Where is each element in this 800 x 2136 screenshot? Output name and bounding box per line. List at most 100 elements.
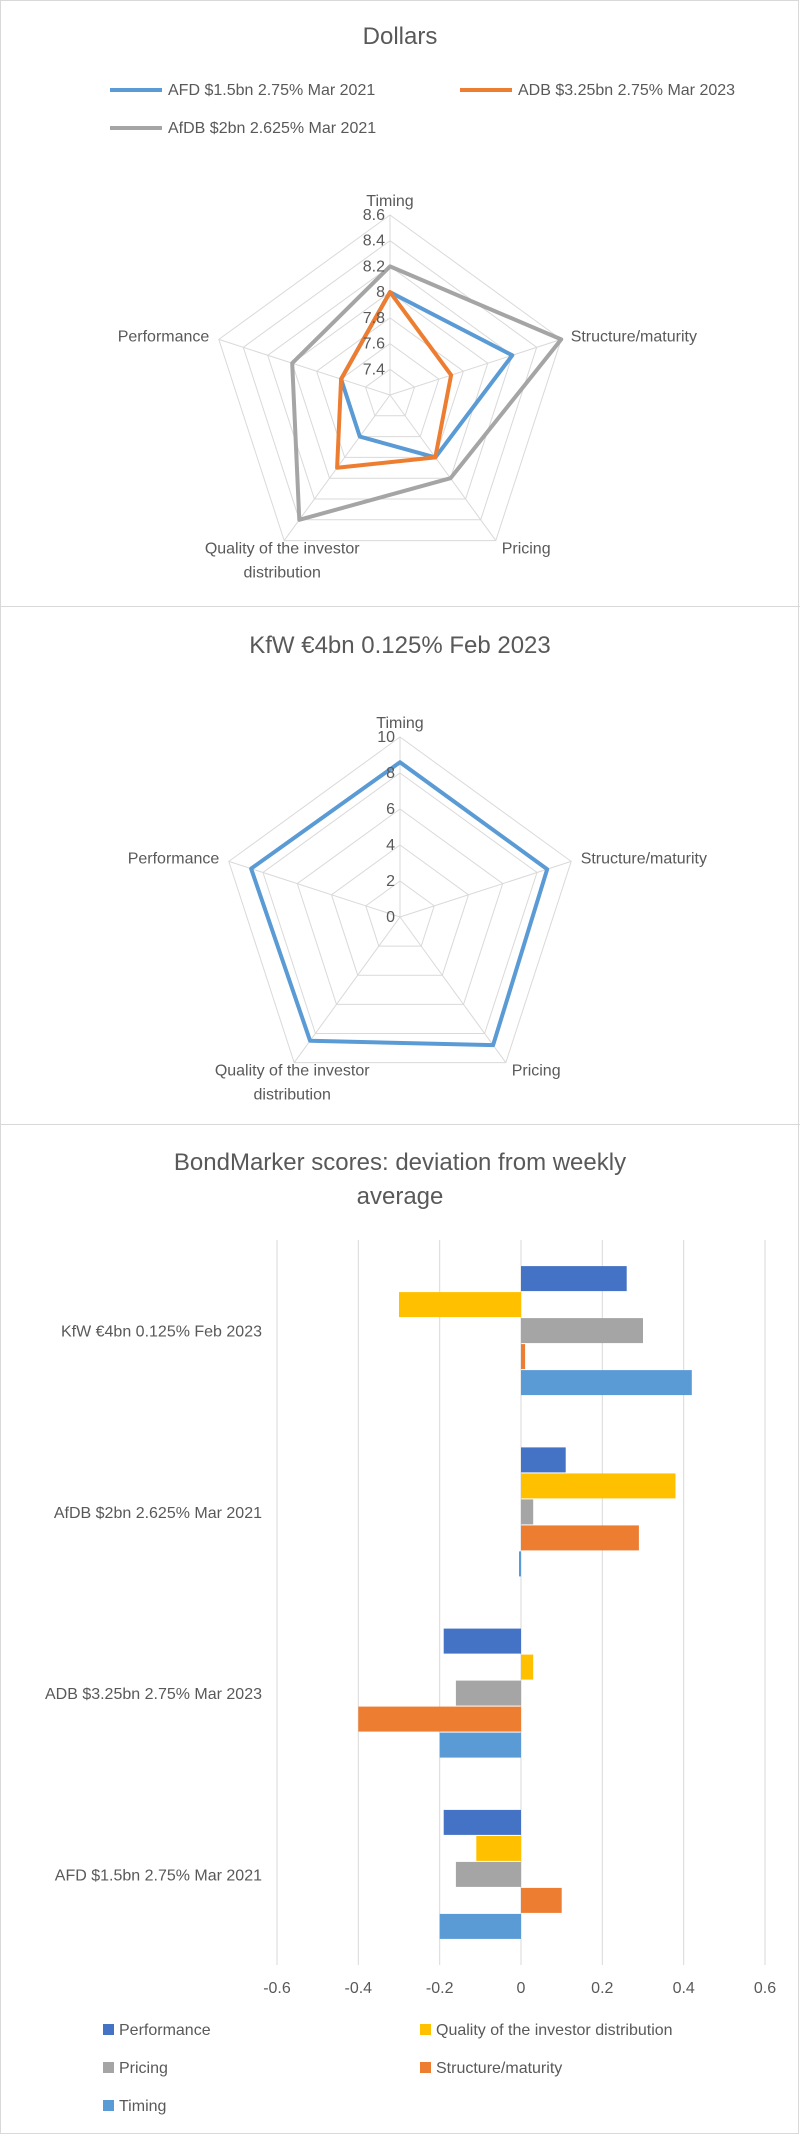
grid-ring-2: [330, 844, 470, 976]
axis-label-line: Structure/maturity: [581, 850, 707, 867]
legend-item-0: AFD $1.5bn 2.75% Mar 2021: [110, 82, 375, 99]
legend-swatch: [420, 2024, 431, 2035]
legend-label: Timing: [119, 2098, 166, 2115]
axis-label-0: Timing: [376, 715, 423, 732]
legend-label: Pricing: [119, 2060, 168, 2077]
axis-label-line: distribution: [244, 565, 321, 582]
tick-label-4: 8: [386, 765, 395, 782]
axis-label-line: Timing: [376, 715, 423, 732]
kfw-radar-panel: KfW €4bn 0.125% Feb 2023 0 2 4 6 8 10 Timing St…: [0, 606, 800, 1124]
axis-label-line: distribution: [254, 1087, 331, 1104]
bar-1-4: [519, 1551, 521, 1577]
bar-0-3: [521, 1344, 526, 1370]
legend-swatch: [103, 2062, 114, 2073]
tick-label-0: -0.6: [263, 1980, 291, 1997]
tick-label-3: 0: [517, 1980, 526, 1997]
grid-ring-5: [228, 736, 572, 1064]
grid-ring-4: [267, 265, 513, 500]
legend-label: Quality of the investor distribution: [436, 2022, 673, 2039]
bar-1-0: [521, 1447, 566, 1473]
bar-2-3: [358, 1706, 521, 1732]
legend-label: AFD $1.5bn 2.75% Mar 2021: [168, 82, 375, 99]
spoke-3: [293, 916, 401, 1063]
tick-label-2: 4: [386, 837, 395, 854]
grid-ring-0: [364, 368, 416, 417]
axis-label-line: Structure/maturity: [571, 328, 697, 345]
tick-label-4: 0.2: [591, 1980, 613, 1997]
axis-label-line: Pricing: [512, 1063, 561, 1080]
bar-1-2: [521, 1499, 534, 1525]
legend-item-4: Timing: [103, 2098, 166, 2115]
tick-label-5: 8.4: [363, 233, 385, 250]
grid-ring-6: [218, 214, 562, 542]
tick-label-2: 7.8: [363, 310, 385, 327]
bar-2-0: [443, 1628, 521, 1654]
axis-label-line: Pricing: [502, 541, 551, 558]
tick-label-6: 8.6: [363, 207, 385, 224]
legend-label: Performance: [119, 2022, 211, 2039]
spoke-1: [389, 338, 562, 396]
axis-label-1: Structure/maturity: [581, 850, 707, 867]
series-line-1: [335, 290, 454, 470]
legend-swatch: [420, 2062, 431, 2073]
category-label-2: ADB $3.25bn 2.75% Mar 2023: [45, 1686, 262, 1703]
legend-item-3: Structure/maturity: [420, 2060, 562, 2077]
bar-0-0: [521, 1266, 627, 1292]
axis-label-3: Quality of the investor distribution: [205, 541, 360, 582]
tick-label-5: 10: [377, 729, 395, 746]
bar-3-4: [439, 1913, 521, 1939]
bar-0-2: [521, 1318, 643, 1344]
axis-label-line: Performance: [118, 328, 210, 345]
grid-ring-2: [316, 317, 464, 458]
axis-label-2: Pricing: [512, 1063, 561, 1080]
tick-label-0: 0: [386, 909, 395, 926]
bar-1-3: [521, 1525, 639, 1551]
chart-title-line-1: BondMarker scores: deviation from weekly: [174, 1149, 626, 1176]
deviation-bar-chart: BondMarker scores: deviation from weekly…: [45, 1149, 776, 2115]
tick-label-4: 8.2: [363, 258, 385, 275]
axis-label-4: Performance: [128, 850, 220, 867]
tick-label-5: 0.4: [673, 1980, 695, 1997]
category-label-1: AfDB $2bn 2.625% Mar 2021: [54, 1505, 262, 1522]
legend-item-1: ADB $3.25bn 2.75% Mar 2023: [460, 82, 735, 99]
series-line-2: [290, 264, 564, 522]
chart-title: Dollars: [363, 23, 438, 50]
legend-item-2: AfDB $2bn 2.625% Mar 2021: [110, 120, 376, 137]
axis-label-line: Quality of the investor: [205, 541, 360, 558]
grid-ring-3: [291, 291, 489, 479]
axis-label-line: Timing: [366, 193, 413, 210]
tick-label-1: 7.6: [363, 336, 385, 353]
grid-ring-1: [365, 880, 435, 947]
legend-swatch: [103, 2024, 114, 2035]
chart-title-line-2: average: [357, 1183, 444, 1210]
spoke-2: [399, 916, 507, 1063]
chart-title: KfW €4bn 0.125% Feb 2023: [249, 632, 551, 659]
legend-item-0: Performance: [103, 2022, 211, 2039]
legend-item-2: Pricing: [103, 2060, 168, 2077]
grid-ring-4: [262, 772, 538, 1034]
spoke-4: [228, 860, 401, 918]
tick-label-1: -0.4: [345, 1980, 373, 1997]
axis-label-line: Quality of the investor: [215, 1063, 370, 1080]
bar-1-1: [521, 1473, 676, 1499]
axis-label-line: Performance: [128, 850, 220, 867]
category-label-3: AFD $1.5bn 2.75% Mar 2021: [55, 1867, 262, 1884]
tick-label-6: 0.6: [754, 1980, 776, 1997]
axis-label-3: Quality of the investor distribution: [215, 1063, 370, 1104]
spoke-4: [218, 338, 391, 396]
bar-3-0: [443, 1809, 521, 1835]
tick-label-0: 7.4: [363, 361, 385, 378]
bar-2-1: [521, 1654, 534, 1680]
spoke-2: [389, 394, 497, 541]
grid-ring-5: [242, 240, 538, 521]
dollars-radar-panel: Dollars 7.4 7.6 7.8 8 8.2 8.4 8.6 Timing Structu…: [0, 0, 800, 606]
legend-item-1: Quality of the investor distribution: [420, 2022, 673, 2039]
tick-label-3: 8: [376, 284, 385, 301]
legend-label: Structure/maturity: [436, 2060, 562, 2077]
bar-2-4: [439, 1732, 521, 1758]
legend-label: ADB $3.25bn 2.75% Mar 2023: [518, 82, 735, 99]
axis-label-2: Pricing: [502, 541, 551, 558]
grid-ring-3: [296, 808, 504, 1005]
